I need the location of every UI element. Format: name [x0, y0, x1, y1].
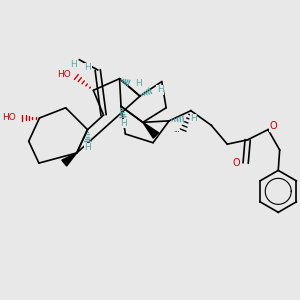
Text: H: H [85, 63, 91, 72]
Text: H: H [120, 119, 127, 128]
Polygon shape [62, 153, 77, 166]
Text: H: H [190, 114, 197, 123]
Text: ···: ··· [173, 129, 180, 135]
Polygon shape [143, 122, 159, 138]
Text: H: H [135, 80, 142, 88]
Text: O: O [269, 121, 277, 131]
Text: H: H [70, 61, 77, 70]
Text: H: H [84, 143, 91, 152]
Text: HO: HO [2, 113, 16, 122]
Text: O: O [232, 158, 240, 168]
Text: HO: HO [57, 70, 70, 79]
Text: H: H [157, 85, 164, 94]
